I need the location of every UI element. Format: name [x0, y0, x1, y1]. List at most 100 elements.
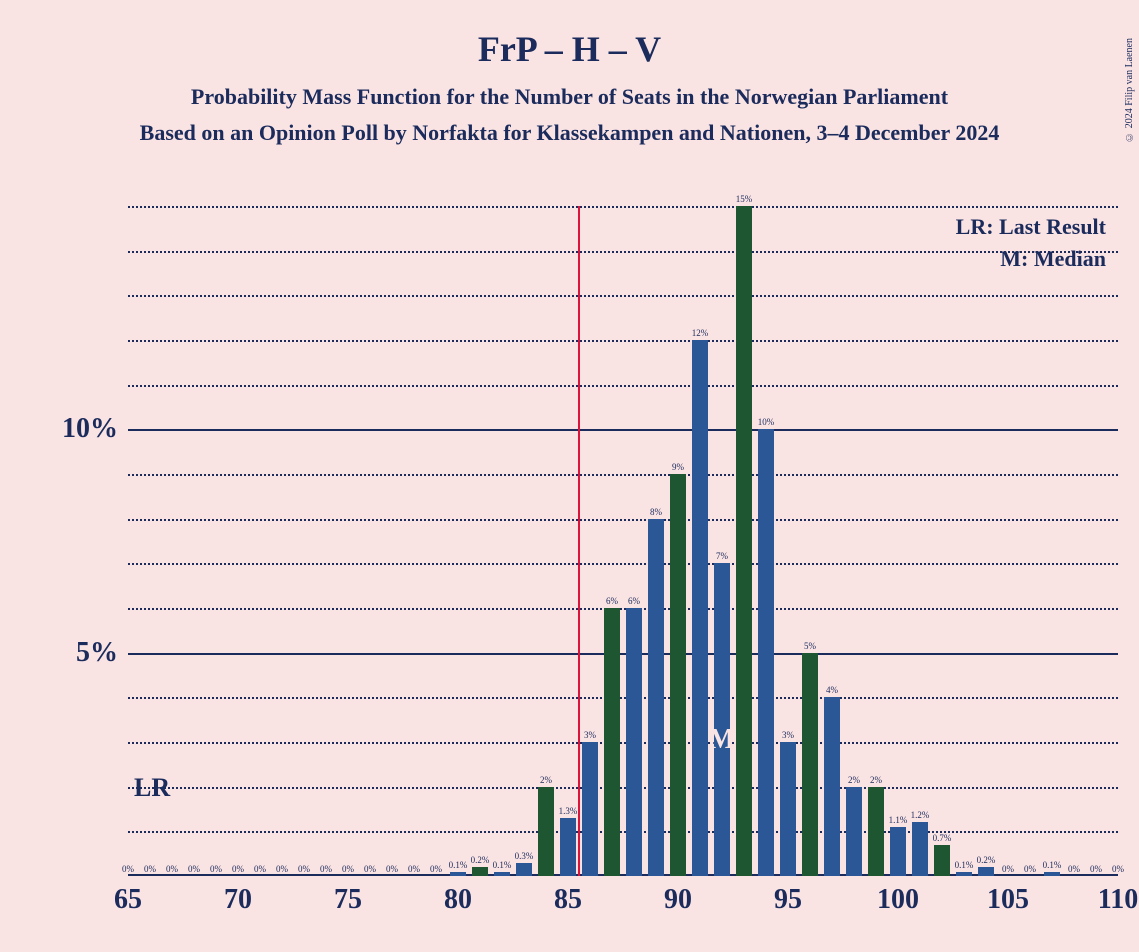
bar-value-label: 3% [782, 730, 794, 740]
lr-label: LR [134, 773, 170, 803]
gridline-major [128, 653, 1118, 655]
bar-value-label: 0% [1090, 864, 1102, 874]
bar-value-label: 2% [540, 775, 552, 785]
chart-plot-area: 5%10%657075808590951001051100%0%0%0%0%0%… [128, 206, 1118, 876]
gridline-minor [128, 519, 1118, 521]
bar-value-label: 1.3% [559, 806, 578, 816]
plot-region: 5%10%657075808590951001051100%0%0%0%0%0%… [128, 206, 1118, 876]
bar [670, 474, 685, 876]
bar-value-label: 8% [650, 507, 662, 517]
y-tick-label: 5% [76, 637, 118, 669]
bar-value-label: 0% [232, 864, 244, 874]
bar-value-label: 0% [1068, 864, 1080, 874]
bar [912, 822, 927, 876]
bar-value-label: 0% [210, 864, 222, 874]
x-tick-label: 80 [444, 884, 472, 916]
y-tick-label: 10% [62, 413, 118, 445]
bar-value-label: 0.1% [1043, 860, 1062, 870]
bar-value-label: 0.2% [977, 855, 996, 865]
gridline-minor [128, 787, 1118, 789]
x-tick-label: 70 [224, 884, 252, 916]
bar-value-label: 0% [386, 864, 398, 874]
bar-value-label: 0% [1024, 864, 1036, 874]
bar-value-label: 0% [144, 864, 156, 874]
bar [538, 787, 553, 876]
gridline-minor [128, 295, 1118, 297]
bar [472, 867, 487, 876]
bar-value-label: 0% [364, 864, 376, 874]
bar [450, 872, 465, 876]
gridline-minor [128, 831, 1118, 833]
bar-value-label: 12% [692, 328, 709, 338]
bar-value-label: 0% [342, 864, 354, 874]
bar-value-label: 15% [736, 194, 753, 204]
bar-value-label: 9% [672, 462, 684, 472]
median-label: M [709, 724, 735, 756]
x-tick-label: 90 [664, 884, 692, 916]
chart-subtitle2: Based on an Opinion Poll by Norfakta for… [0, 120, 1139, 146]
bar-value-label: 1.2% [911, 810, 930, 820]
bar-value-label: 0% [254, 864, 266, 874]
bar [780, 742, 795, 876]
bar [802, 653, 817, 876]
gridline-minor [128, 340, 1118, 342]
gridline-minor [128, 206, 1118, 208]
bar [1044, 872, 1059, 876]
legend-median: M: Median [1000, 246, 1106, 272]
bar [978, 867, 993, 876]
bar-value-label: 0% [1002, 864, 1014, 874]
bar-value-label: 0% [188, 864, 200, 874]
bar-value-label: 0% [276, 864, 288, 874]
lr-reference-line [578, 206, 580, 876]
bar [560, 818, 575, 876]
bar-value-label: 2% [870, 775, 882, 785]
gridline-minor [128, 563, 1118, 565]
bar-value-label: 0% [408, 864, 420, 874]
bar [758, 429, 773, 876]
bar [736, 206, 751, 876]
bar [516, 863, 531, 876]
x-tick-label: 100 [877, 884, 919, 916]
x-tick-label: 95 [774, 884, 802, 916]
bar-value-label: 0.2% [471, 855, 490, 865]
bar-value-label: 0.1% [955, 860, 974, 870]
bar-value-label: 0% [1112, 864, 1124, 874]
bar [846, 787, 861, 876]
bar [714, 563, 729, 876]
chart-title: FrP – H – V [0, 28, 1139, 70]
bar-value-label: 0% [298, 864, 310, 874]
bar-value-label: 6% [606, 596, 618, 606]
gridline-minor [128, 742, 1118, 744]
bar-value-label: 0.1% [449, 860, 468, 870]
x-tick-label: 75 [334, 884, 362, 916]
x-tick-label: 65 [114, 884, 142, 916]
bar-value-label: 0.1% [493, 860, 512, 870]
gridline-minor [128, 385, 1118, 387]
x-tick-label: 110 [1098, 884, 1138, 916]
bar [626, 608, 641, 876]
bar [824, 697, 839, 876]
bar [890, 827, 905, 876]
bar [934, 845, 949, 876]
bar [956, 872, 971, 876]
bar [692, 340, 707, 876]
bar-value-label: 0.7% [933, 833, 952, 843]
bar-value-label: 1.1% [889, 815, 908, 825]
bar-value-label: 2% [848, 775, 860, 785]
gridline-minor [128, 697, 1118, 699]
bar-value-label: 7% [716, 551, 728, 561]
gridline-minor [128, 251, 1118, 253]
bar [868, 787, 883, 876]
copyright-text: © 2024 Filip van Laenen [1124, 38, 1135, 142]
bar [604, 608, 619, 876]
bar-value-label: 0.3% [515, 851, 534, 861]
bar-value-label: 0% [320, 864, 332, 874]
bar-value-label: 10% [758, 417, 775, 427]
gridline-minor [128, 474, 1118, 476]
x-tick-label: 85 [554, 884, 582, 916]
gridline-minor [128, 608, 1118, 610]
gridline-major [128, 429, 1118, 431]
bar-value-label: 0% [122, 864, 134, 874]
bar-value-label: 6% [628, 596, 640, 606]
bar-value-label: 0% [430, 864, 442, 874]
